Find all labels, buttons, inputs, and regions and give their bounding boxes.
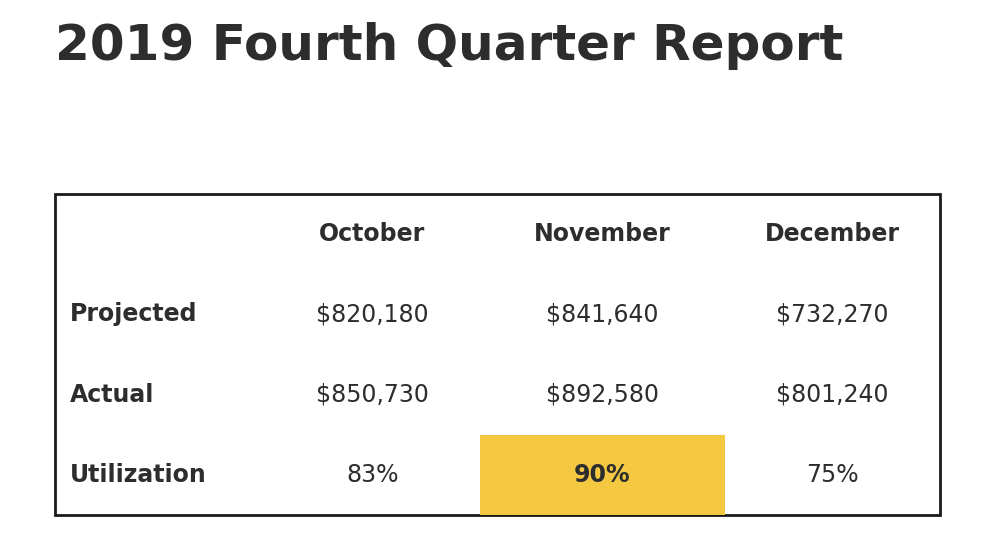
Text: $820,180: $820,180 [316, 302, 429, 326]
Text: $732,270: $732,270 [776, 302, 889, 326]
Text: Utilization: Utilization [70, 463, 207, 487]
Text: $850,730: $850,730 [316, 383, 429, 407]
Text: 75%: 75% [806, 463, 859, 487]
Text: $892,580: $892,580 [546, 383, 659, 407]
Text: 83%: 83% [346, 463, 399, 487]
Text: 90%: 90% [574, 463, 631, 487]
Text: $841,640: $841,640 [546, 302, 659, 326]
Text: $801,240: $801,240 [776, 383, 889, 407]
Text: October: October [319, 222, 426, 246]
Text: 2019 Fourth Quarter Report: 2019 Fourth Quarter Report [55, 22, 843, 70]
Text: November: November [534, 222, 671, 246]
Text: December: December [765, 222, 900, 246]
Text: Actual: Actual [70, 383, 154, 407]
Bar [55, 194, 940, 515]
Bar [480, 435, 725, 515]
Text: Projected: Projected [70, 302, 198, 326]
